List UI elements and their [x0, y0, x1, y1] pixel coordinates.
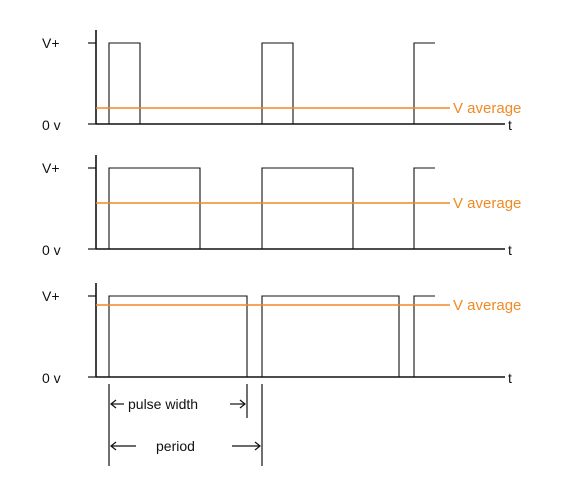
zero-label: 0 v: [42, 370, 61, 386]
v-plus-label: V+: [42, 288, 60, 304]
arrowhead-left-icon: [110, 441, 117, 451]
panel-2: V+ 0 v t V average: [42, 155, 521, 258]
zero-label: 0 v: [42, 242, 61, 258]
v-average-label: V average: [453, 195, 521, 212]
v-average-label: V average: [453, 297, 521, 314]
t-label: t: [508, 117, 512, 133]
v-plus-label: V+: [42, 35, 60, 51]
arrowhead-right-icon: [239, 399, 246, 409]
arrowhead-right-icon: [254, 441, 261, 451]
period-dimension: period: [110, 384, 263, 466]
pwm-signal: [108, 295, 435, 378]
panel-1: V+ 0 v t V average: [42, 30, 521, 133]
zero-label: 0 v: [42, 117, 61, 133]
pwm-signal: [108, 42, 435, 125]
period-label: period: [156, 438, 195, 454]
t-label: t: [508, 370, 512, 386]
pulse-width-dimension: pulse width: [108, 384, 248, 466]
t-label: t: [508, 242, 512, 258]
pulse-width-label: pulse width: [128, 396, 198, 412]
arrowhead-left-icon: [110, 399, 117, 409]
v-average-label: V average: [453, 100, 521, 117]
pwm-signal: [108, 167, 435, 250]
panel-3: V+ 0 v t V average: [42, 283, 521, 386]
v-plus-label: V+: [42, 160, 60, 176]
